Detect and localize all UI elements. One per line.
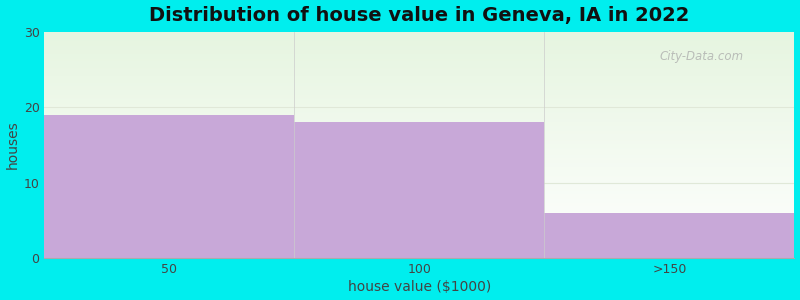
- Y-axis label: houses: houses: [6, 121, 19, 170]
- Text: City-Data.com: City-Data.com: [659, 50, 743, 63]
- X-axis label: house value ($1000): house value ($1000): [348, 280, 491, 294]
- Bar: [545, 213, 794, 258]
- Bar: [294, 122, 545, 258]
- Title: Distribution of house value in Geneva, IA in 2022: Distribution of house value in Geneva, I…: [150, 6, 690, 25]
- Bar: [45, 115, 294, 258]
